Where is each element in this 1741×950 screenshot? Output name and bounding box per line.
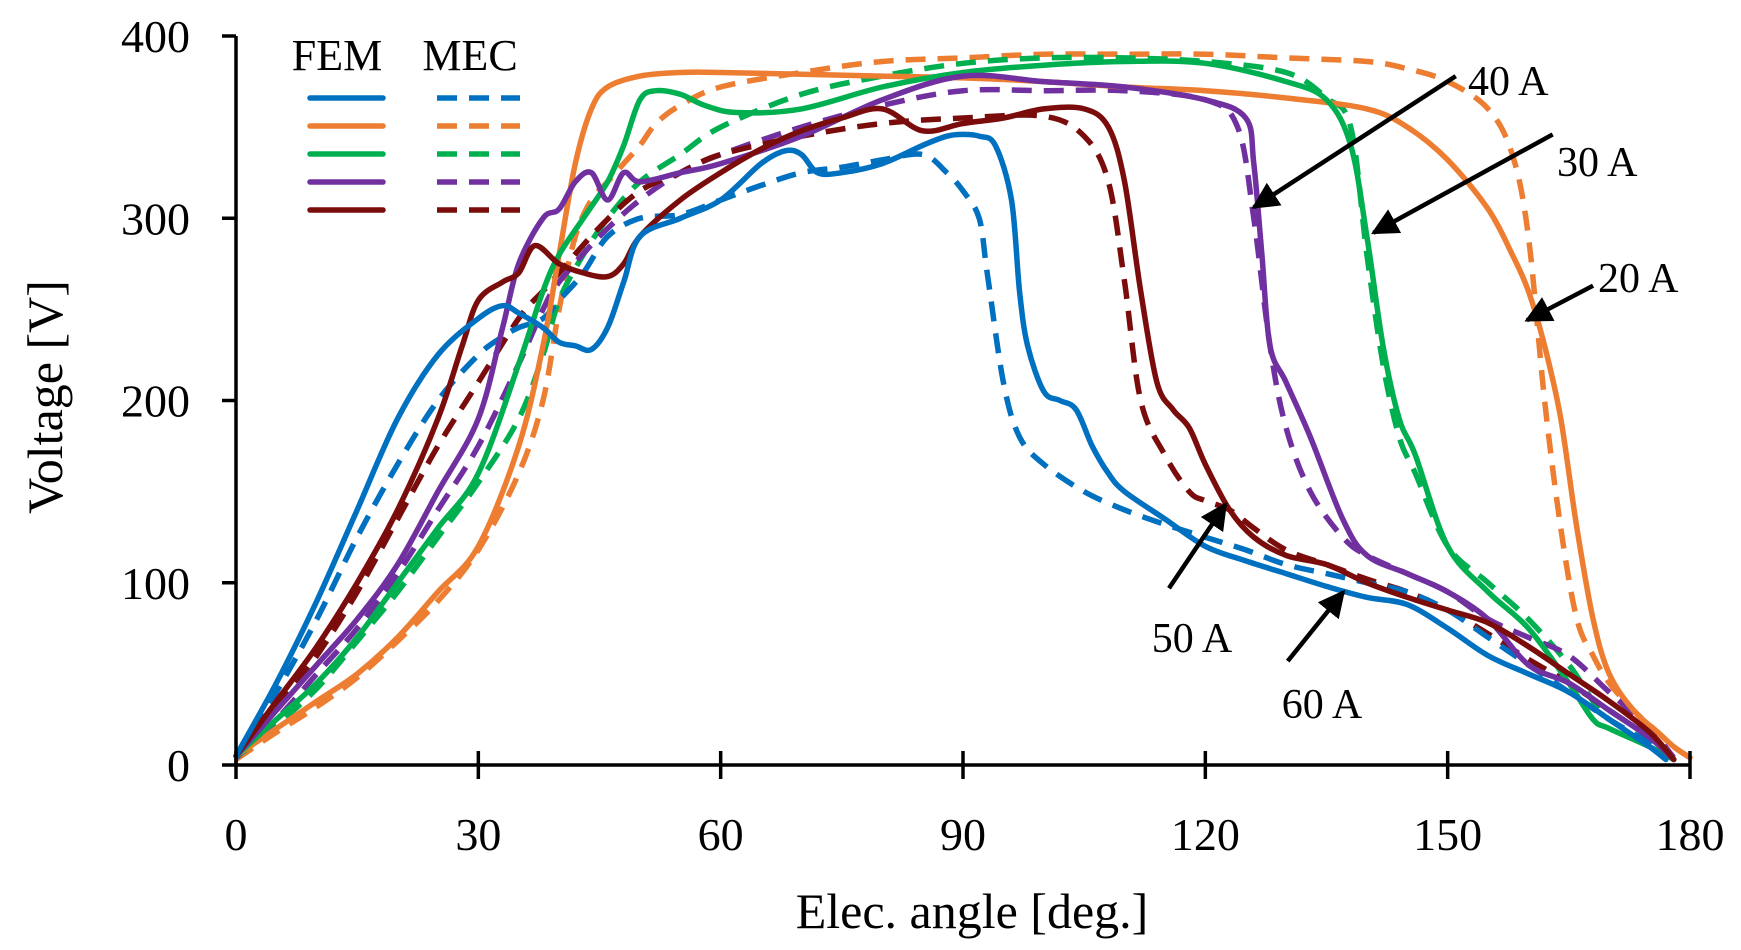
axes (234, 36, 1690, 767)
y-tick-label: 400 (121, 11, 190, 62)
y-tick-label: 200 (121, 376, 190, 427)
series-line-30-a-fem (233, 58, 1677, 763)
y-tick-label: 0 (167, 740, 190, 791)
annotation-label-20-a: 20 A (1598, 256, 1679, 302)
series-line-50-a-fem (233, 104, 1677, 763)
annotation-arrow-20-a (1524, 283, 1595, 323)
series-line-60-a-mec (233, 151, 1676, 762)
legend-header-mec: MEC (422, 31, 517, 80)
series-line-20-a-mec (234, 51, 1692, 762)
annotation-arrow-60-a (1285, 589, 1346, 663)
y-axis-title: Voltage [V] (17, 280, 73, 514)
series-line-30-a-mec (234, 54, 1676, 761)
x-axis-title: Elec. angle [deg.] (796, 883, 1149, 939)
series-line-40-a-fem (233, 72, 1677, 763)
annotations: 20 A 30 A40 A 50 A 60 A (1152, 59, 1679, 728)
annotation-label-50-a: 50 A (1152, 616, 1233, 662)
annotation-label-30-a: 30 A (1557, 140, 1638, 186)
annotation-arrow-40-a (1251, 74, 1457, 210)
ticks: 0 30 60 90 120 150 180 0 100 200 300 400 (121, 11, 1725, 860)
x-tick-label: 0 (225, 809, 248, 860)
x-tick-label: 30 (455, 809, 501, 860)
y-tick-label: 300 (121, 193, 190, 244)
x-tick-label: 90 (940, 809, 986, 860)
plot-curves (233, 51, 1693, 763)
legend-header-fem: FEM (292, 31, 382, 80)
legend: FEM MEC (292, 31, 520, 213)
annotation-label-40-a: 40 A (1468, 59, 1549, 105)
x-tick-label: 120 (1171, 809, 1240, 860)
y-tick-label: 100 (121, 558, 190, 609)
annotation-label-60-a: 60 A (1282, 682, 1363, 728)
x-tick-label: 180 (1656, 809, 1725, 860)
annotation-arrow-50-a (1167, 502, 1228, 590)
series-line-60-a-fem (233, 131, 1669, 763)
annotation-arrow-30-a (1370, 132, 1554, 235)
x-tick-label: 150 (1413, 809, 1482, 860)
x-tick-label: 60 (698, 809, 744, 860)
series-line-20-a-fem (233, 69, 1693, 761)
